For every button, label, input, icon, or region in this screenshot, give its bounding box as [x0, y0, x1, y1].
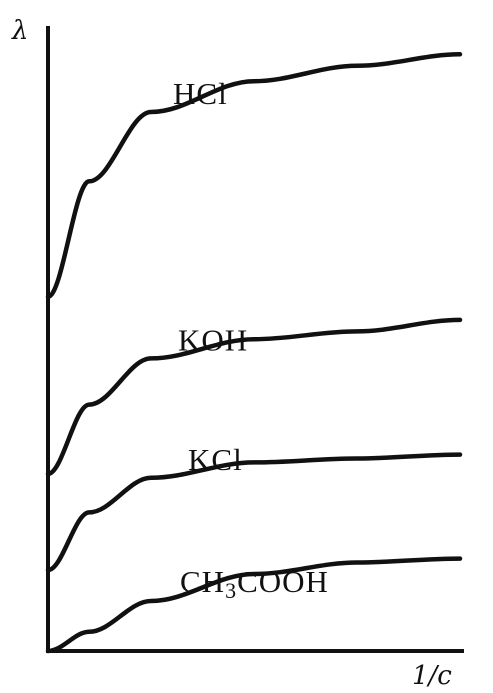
series-labels: HCl KOH KCl CH3COOH: [173, 76, 329, 603]
series-curves: [45, 52, 463, 654]
ch3cooh-curve: [45, 556, 463, 654]
koh-label: KOH: [178, 322, 248, 357]
kcl-curve: [45, 452, 463, 573]
y-axis-label: λ: [11, 16, 28, 46]
kcl-label: KCl: [188, 442, 243, 477]
ch3cooh-label: CH3COOH: [180, 564, 329, 603]
hcl-label: HCl: [173, 76, 228, 111]
x-axis-label: 1/c: [412, 661, 452, 691]
koh-curve: [45, 317, 463, 477]
hcl-curve: [45, 52, 463, 300]
